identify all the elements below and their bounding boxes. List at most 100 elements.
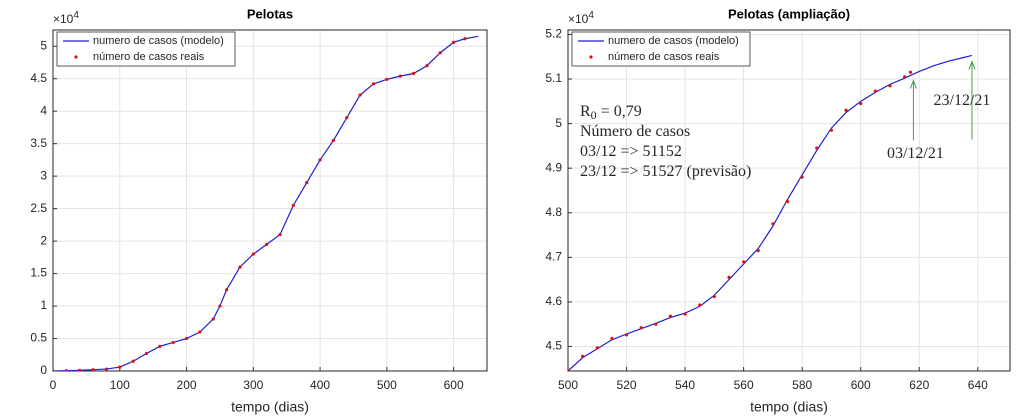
x-tick-label: 300 [243, 378, 263, 392]
y-tick-label: 3 [40, 168, 47, 182]
x-tick-label: 400 [310, 378, 330, 392]
exponent-label: ×104 [53, 10, 79, 27]
legend-label: numero de casos (modelo) [608, 35, 739, 47]
data-point [654, 322, 658, 326]
y-tick-label: 5 [40, 38, 47, 52]
data-point [624, 333, 629, 337]
y-tick-label: 0 [40, 363, 47, 377]
annotation: 03/12 => 51152 [580, 143, 682, 160]
model-line [568, 54, 973, 371]
data-point [452, 40, 456, 44]
data-point [118, 365, 122, 369]
data-point [844, 108, 848, 112]
arrow-label: 23/12/21 [934, 92, 991, 109]
x-tick-label: 0 [50, 378, 57, 392]
x-tick-label: 600 [444, 378, 464, 392]
data-point [668, 314, 673, 318]
data-point [385, 77, 389, 81]
annotation-text: 23/12 => 51527 (previsão) [580, 163, 751, 180]
data-point [211, 317, 215, 321]
data-point [411, 71, 416, 76]
data-point [291, 203, 295, 207]
annotation: Número de casos [580, 123, 690, 140]
data-point [888, 84, 892, 88]
x-tick-label: 500 [558, 378, 578, 392]
x-axis-label: tempo (dias) [750, 399, 828, 415]
legend-box [56, 31, 236, 67]
data-point [771, 222, 775, 226]
annotation: 23/12 => 51527 (previsão) [580, 163, 751, 180]
data-point [218, 304, 222, 308]
data-point [131, 359, 135, 363]
y-tick-label: 4.9 [545, 160, 562, 174]
data-point [727, 275, 731, 279]
data-point [104, 367, 109, 371]
x-tick-label: 500 [377, 378, 397, 392]
y-tick-label: 5.1 [545, 71, 562, 85]
data-point [158, 344, 162, 348]
data-point [198, 330, 202, 334]
y-tick-label: 4.8 [545, 205, 562, 219]
y-tick-label: 2.5 [30, 201, 47, 215]
data-point [171, 340, 175, 345]
axes-box [567, 29, 1011, 372]
y-tick-label: 4.6 [545, 294, 562, 308]
data-point [225, 288, 229, 292]
data-point [610, 336, 614, 341]
x-tick-label: 620 [909, 378, 929, 392]
legend-swatch [589, 55, 593, 59]
plot-area [53, 30, 487, 371]
legend-swatch [74, 55, 78, 59]
legend-label: número de casos reais [608, 51, 720, 63]
data-point [815, 146, 819, 150]
data-point [64, 369, 68, 371]
data-point [595, 346, 599, 350]
y-tick-label: 4.5 [545, 339, 562, 353]
legend-box [571, 31, 751, 67]
arrow-label: 03/12/21 [887, 145, 944, 162]
plot-area [568, 30, 1010, 371]
data-point [829, 128, 834, 132]
data-point [318, 158, 322, 162]
data-point [859, 101, 863, 106]
legend-label: numero de casos (modelo) [93, 35, 224, 47]
exponent-label: ×104 [568, 10, 594, 27]
data-point [756, 249, 760, 253]
y-tick-label: 2 [40, 233, 47, 247]
data-point [53, 369, 55, 371]
x-tick-label: 640 [968, 378, 988, 392]
y-tick-label: 3.5 [30, 136, 47, 150]
data-point [358, 93, 362, 97]
data-point [581, 354, 585, 358]
exponent-base: ×10 [568, 12, 589, 26]
series-layer [53, 35, 479, 371]
data-point [78, 368, 82, 371]
data-point [438, 51, 442, 55]
data-point [800, 175, 804, 179]
x-tick-label: 540 [675, 378, 695, 392]
arrow-head [909, 79, 917, 89]
data-point [903, 75, 907, 79]
exponent-power: 4 [588, 10, 594, 21]
annotation-suffix: = 0,79 [597, 103, 642, 120]
data-point [873, 89, 877, 93]
data-point [683, 312, 687, 316]
series-layer [568, 54, 973, 371]
data-point [785, 200, 790, 204]
data-point [712, 294, 716, 299]
data-point [184, 336, 189, 341]
data-point [278, 233, 282, 237]
legend-label: número de casos reais [93, 51, 205, 63]
y-tick-label: 4.5 [30, 71, 47, 85]
annotation: R0 = 0,79 [580, 103, 642, 122]
data-point [144, 351, 149, 356]
data-point [251, 252, 255, 256]
data-point [238, 265, 242, 269]
annotation-text: R [580, 103, 591, 120]
y-tick-label: 5 [555, 116, 562, 130]
x-tick-label: 200 [177, 378, 197, 392]
data-point [639, 326, 643, 330]
data-point [398, 74, 402, 78]
annotation-subscript: 0 [591, 108, 597, 122]
